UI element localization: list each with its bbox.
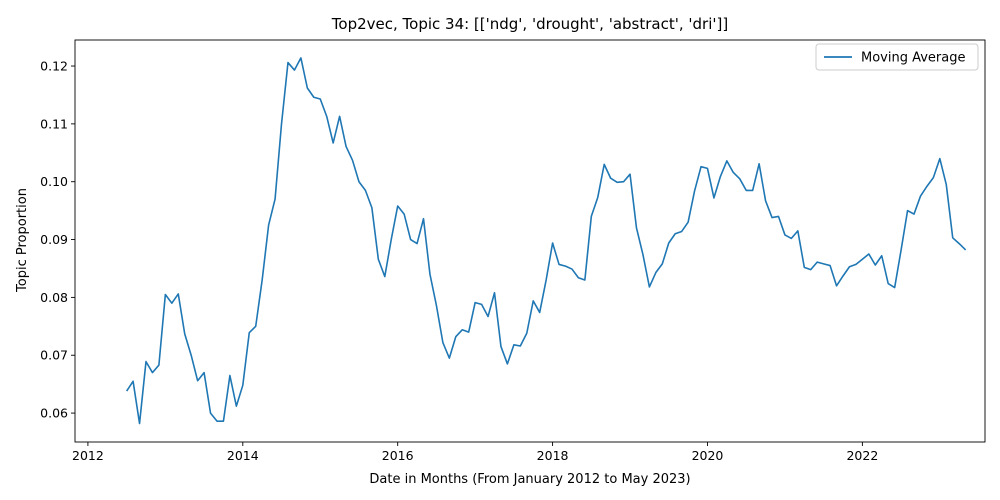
x-tick-label: 2012 bbox=[72, 448, 104, 463]
series-line-0 bbox=[125, 57, 967, 425]
x-tick-label: 2018 bbox=[537, 448, 569, 463]
y-tick-label: 0.12 bbox=[40, 59, 68, 74]
plot-area bbox=[74, 39, 986, 443]
x-tick-label: 2016 bbox=[382, 448, 414, 463]
y-axis-label: Topic Proportion bbox=[15, 188, 30, 293]
x-axis-label: Date in Months (From January 2012 to May… bbox=[369, 472, 690, 487]
x-tick-label: 2022 bbox=[846, 448, 878, 463]
y-tick-label: 0.08 bbox=[40, 290, 68, 305]
legend-box bbox=[815, 43, 979, 71]
y-tick-label: 0.11 bbox=[40, 116, 68, 131]
x-tick-label: 2014 bbox=[227, 448, 259, 463]
legend-label: Moving Average bbox=[861, 51, 965, 66]
y-tick-label: 0.07 bbox=[40, 348, 68, 363]
y-tick-label: 0.06 bbox=[40, 406, 68, 421]
x-axis: 2012 2014 2016 2018 2020 2022 bbox=[72, 442, 878, 463]
y-tick-label: 0.09 bbox=[40, 232, 68, 247]
y-tick-label: 0.10 bbox=[40, 174, 68, 189]
x-tick-label: 2020 bbox=[692, 448, 724, 463]
y-axis: 0.06 0.07 0.08 0.09 0.10 0.11 0.12 bbox=[40, 59, 75, 421]
chart-title: Top2vec, Topic 34: [['ndg', 'drought', '… bbox=[331, 15, 728, 33]
legend: Moving Average bbox=[815, 43, 979, 71]
plot-frame bbox=[74, 39, 986, 443]
